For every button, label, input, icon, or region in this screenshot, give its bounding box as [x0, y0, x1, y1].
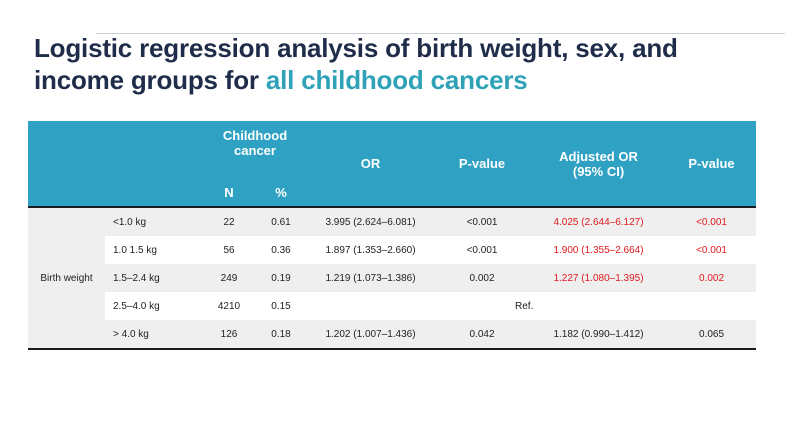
cell-or: 1.897 (1.353–2.660) [325, 244, 416, 256]
cell-reference: Ref. [307, 292, 756, 320]
cell-or: 3.995 (2.624–6.081) [307, 207, 435, 236]
cell-pct: 0.18 [255, 320, 308, 349]
cell-adj-or: 4.025 (2.644–6.127) [530, 207, 668, 236]
group-label: Birth weight [28, 207, 105, 349]
header-p-value: P-value [434, 121, 531, 207]
header-n: N [203, 178, 255, 207]
cell-p: <0.001 [434, 207, 531, 236]
cell-pct: 0.36 [271, 244, 291, 256]
cell-n: 126 [203, 320, 255, 349]
cell-category: 2.5–4.0 kg [113, 300, 160, 312]
cell-n: 249 [203, 264, 255, 292]
cell-or: 1.219 (1.073–1.386) [307, 264, 435, 292]
cell-p: 0.042 [434, 320, 531, 349]
table-row: 2.5–4.0 kg 4210 0.15 Ref. [28, 292, 756, 320]
cell-category: 1.5–2.4 kg [105, 264, 203, 292]
cell-p: 0.002 [434, 264, 531, 292]
cell-pct: 0.19 [255, 264, 308, 292]
cell-n: 4210 [217, 300, 241, 312]
header-childhood-cancer: Childhood cancer [203, 121, 308, 178]
table-row: > 4.0 kg 126 0.18 1.202 (1.007–1.436) 0.… [28, 320, 757, 349]
cell-pct: 0.15 [271, 300, 291, 312]
cell-pct: 0.61 [255, 207, 308, 236]
cell-n: 22 [203, 207, 255, 236]
table-row: Birth weight <1.0 kg 22 0.61 3.995 (2.62… [28, 207, 757, 349]
cell-n: 56 [223, 244, 235, 256]
header-p-value-adjusted: P-value [667, 121, 757, 207]
regression-table: Childhood cancer OR P-value Adjusted OR … [28, 121, 757, 350]
cell-adj-p: <0.001 [696, 244, 727, 256]
cell-adj-or: 1.227 (1.080–1.395) [530, 264, 668, 292]
header-or: OR [307, 121, 435, 207]
cell-adj-p: 0.002 [667, 264, 757, 292]
cell-category: 1.0 1.5 kg [113, 244, 157, 256]
cell-p: <0.001 [466, 244, 498, 256]
header-blank-category [105, 121, 203, 207]
title-highlight: all childhood cancers [265, 65, 528, 95]
cell-category: <1.0 kg [105, 207, 203, 236]
top-divider [96, 33, 785, 34]
header-adjusted-or: Adjusted OR (95% CI) [530, 121, 668, 207]
header-blank-group [28, 121, 105, 207]
table-row: 1.0 1.5 kg 56 0.36 1.897 (1.353–2.660) <… [28, 236, 756, 264]
slide-title: Logistic regression analysis of birth we… [34, 32, 774, 96]
table-row: 1.5–2.4 kg 249 0.19 1.219 (1.073–1.386) … [28, 264, 757, 292]
title-main: Logistic regression analysis of birth we… [34, 33, 678, 95]
cell-category: > 4.0 kg [105, 320, 203, 349]
cell-adj-or: 1.182 (0.990–1.412) [530, 320, 668, 349]
cell-or: 1.202 (1.007–1.436) [307, 320, 435, 349]
cell-adj-p: 0.065 [667, 320, 757, 349]
cell-adj-or: 1.900 (1.355–2.664) [553, 244, 644, 256]
cell-adj-p: <0.001 [667, 207, 757, 236]
reference-label: Ref. [515, 300, 534, 312]
header-pct: % [255, 178, 308, 207]
